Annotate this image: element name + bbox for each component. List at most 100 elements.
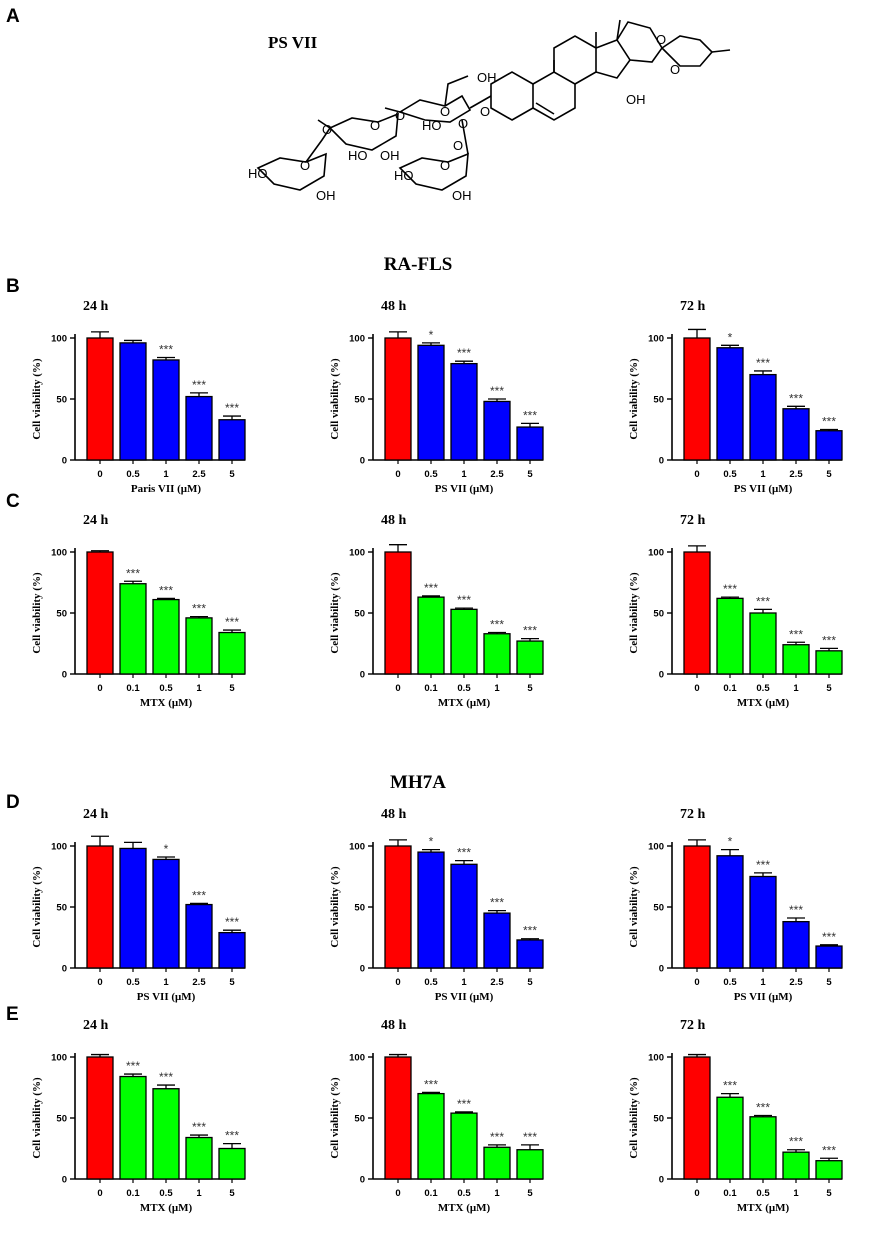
significance-label: * <box>728 835 733 849</box>
chemical-structure: PS VII OH <box>248 19 731 203</box>
chart-C3: 72 h 0 50 100 Cell viability (%) 0 *** 0.1 *** 0.… <box>628 513 843 709</box>
bar <box>815 1160 843 1180</box>
x-tick-label: 0.1 <box>126 683 140 694</box>
x-tick-label: 5 <box>527 1188 533 1199</box>
chart-title: 48 h <box>381 807 407 822</box>
significance-label: *** <box>192 602 206 616</box>
x-axis-label: PS VII (μM) <box>734 483 793 495</box>
chart-title: 72 h <box>680 807 706 822</box>
x-tick-label: 0 <box>97 469 102 480</box>
bar <box>683 845 711 969</box>
bar <box>683 1056 711 1180</box>
x-axis-label: MTX (μM) <box>140 697 193 709</box>
significance-label: *** <box>159 583 173 597</box>
bar <box>152 858 180 969</box>
significance-label: *** <box>192 888 206 902</box>
significance-label: *** <box>490 896 504 910</box>
x-tick-label: 0 <box>694 977 699 988</box>
svg-text:OH: OH <box>477 70 497 85</box>
bar <box>417 851 445 969</box>
x-tick-label: 1 <box>196 1188 202 1199</box>
x-tick-label: 0.1 <box>723 683 737 694</box>
significance-label: *** <box>457 593 471 607</box>
bar <box>782 920 810 969</box>
bar <box>749 373 777 461</box>
x-tick-label: 0.5 <box>457 1188 471 1199</box>
significance-label: * <box>429 328 434 342</box>
y-tick-label: 50 <box>354 395 365 406</box>
bar <box>417 596 445 675</box>
significance-label: * <box>429 835 434 849</box>
svg-text:HO: HO <box>394 168 414 183</box>
y-axis-label: Cell viability (%) <box>329 866 341 948</box>
x-tick-label: 0.5 <box>756 683 770 694</box>
significance-label: * <box>164 842 169 856</box>
bar <box>815 430 843 461</box>
bar <box>384 1056 412 1180</box>
x-tick-label: 5 <box>229 977 235 988</box>
x-tick-label: 0 <box>395 1188 400 1199</box>
chart-title: 72 h <box>680 1018 706 1033</box>
x-tick-label: 2.5 <box>789 469 803 480</box>
y-axis-label: Cell viability (%) <box>628 572 640 654</box>
x-tick-label: 0.5 <box>159 683 173 694</box>
y-tick-label: 50 <box>56 395 67 406</box>
significance-label: *** <box>723 582 737 596</box>
bar <box>516 1149 544 1180</box>
bar <box>185 617 213 675</box>
significance-label: *** <box>225 615 239 629</box>
bar <box>782 408 810 461</box>
bar <box>218 419 246 461</box>
x-tick-label: 0.5 <box>159 1188 173 1199</box>
bar <box>450 863 478 969</box>
bar <box>185 395 213 461</box>
bar <box>86 337 114 461</box>
x-tick-label: 0.1 <box>424 1188 438 1199</box>
significance-label: *** <box>192 1120 206 1134</box>
bar <box>749 1116 777 1180</box>
y-axis-label: Cell viability (%) <box>31 866 43 948</box>
significance-label: *** <box>159 1070 173 1084</box>
bar <box>483 633 511 675</box>
chart-D2: 48 h 0 50 100 Cell viability (%) 0 * 0.5 *** 1 ***… <box>329 807 544 1003</box>
y-tick-label: 50 <box>653 395 664 406</box>
x-tick-label: 0 <box>694 469 699 480</box>
y-axis-label: Cell viability (%) <box>628 358 640 440</box>
y-tick-label: 100 <box>648 1053 664 1064</box>
bar <box>749 612 777 675</box>
panel-letter-b: B <box>6 276 20 297</box>
x-tick-label: 0.5 <box>756 1188 770 1199</box>
bar <box>384 845 412 969</box>
chart-B1: 24 h 0 50 100 Cell viability (%) 0 0.5 *** 1 *** 2… <box>31 299 246 495</box>
bar <box>152 359 180 461</box>
y-tick-label: 50 <box>653 609 664 620</box>
y-tick-label: 100 <box>51 334 67 345</box>
bar <box>218 1147 246 1180</box>
bar <box>119 847 147 969</box>
y-axis-label: Cell viability (%) <box>31 572 43 654</box>
svg-text:OH: OH <box>452 188 472 203</box>
significance-label: *** <box>225 401 239 415</box>
bar <box>683 337 711 461</box>
significance-label: *** <box>822 1143 836 1157</box>
x-tick-label: 0.5 <box>723 977 737 988</box>
svg-text:O: O <box>453 138 463 153</box>
x-tick-label: 1 <box>163 977 169 988</box>
y-tick-label: 0 <box>659 1175 664 1186</box>
x-tick-label: 1 <box>163 469 169 480</box>
y-tick-label: 50 <box>653 903 664 914</box>
x-tick-label: 0.1 <box>424 683 438 694</box>
x-axis-label: MTX (μM) <box>737 697 790 709</box>
bar <box>152 1088 180 1180</box>
chart-B2: 48 h 0 50 100 Cell viability (%) 0 * 0.5 *** 1 ***… <box>329 299 544 495</box>
bar <box>384 337 412 461</box>
y-tick-label: 100 <box>51 548 67 559</box>
significance-label: *** <box>424 1077 438 1091</box>
bar <box>152 598 180 675</box>
significance-label: *** <box>490 1130 504 1144</box>
svg-text:HO: HO <box>248 166 268 181</box>
significance-label: *** <box>424 581 438 595</box>
y-tick-label: 50 <box>653 1114 664 1125</box>
